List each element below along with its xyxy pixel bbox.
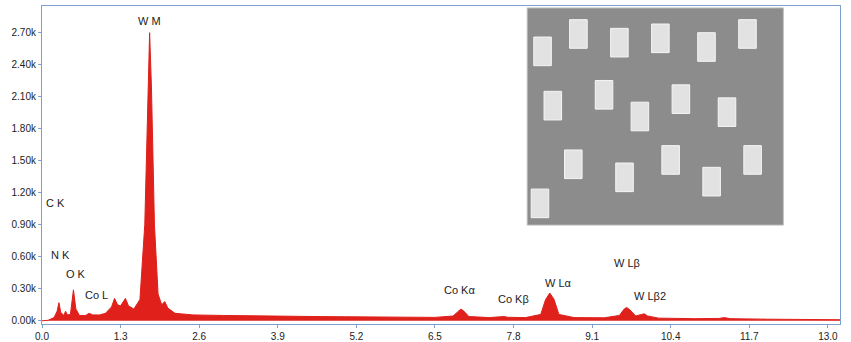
svg-text:W Lβ: W Lβ (614, 257, 640, 269)
svg-text:0.60k: 0.60k (12, 251, 37, 262)
svg-text:0.00k: 0.00k (12, 315, 37, 326)
svg-text:1.80k: 1.80k (12, 123, 37, 134)
svg-text:10.4: 10.4 (661, 331, 681, 342)
svg-text:6.5: 6.5 (428, 331, 442, 342)
svg-text:W Lα: W Lα (545, 277, 572, 289)
svg-text:1.3: 1.3 (114, 331, 128, 342)
svg-text:N K: N K (51, 249, 70, 261)
svg-text:2.6: 2.6 (192, 331, 206, 342)
svg-text:5.2: 5.2 (349, 331, 363, 342)
svg-text:1.20k: 1.20k (12, 187, 37, 198)
svg-text:Co Kβ: Co Kβ (498, 293, 529, 305)
svg-text:O K: O K (66, 268, 86, 280)
svg-text:C K: C K (46, 197, 65, 209)
svg-text:2.40k: 2.40k (12, 59, 37, 70)
svg-text:0.30k: 0.30k (12, 283, 37, 294)
svg-text:9.1: 9.1 (585, 331, 599, 342)
svg-text:Co Kα: Co Kα (444, 284, 475, 296)
svg-text:2.70k: 2.70k (12, 27, 37, 38)
svg-text:13.0: 13.0 (818, 331, 838, 342)
svg-text:2.10k: 2.10k (12, 91, 37, 102)
svg-text:0.90k: 0.90k (12, 219, 37, 230)
svg-text:Co L: Co L (85, 289, 108, 301)
svg-text:1.50k: 1.50k (12, 155, 37, 166)
svg-text:W M: W M (138, 15, 161, 27)
svg-text:11.7: 11.7 (740, 331, 759, 342)
svg-text:W Lβ2: W Lβ2 (634, 290, 666, 302)
svg-text:0.0: 0.0 (35, 331, 49, 342)
svg-text:7.8: 7.8 (507, 331, 521, 342)
svg-text:3.9: 3.9 (271, 331, 285, 342)
